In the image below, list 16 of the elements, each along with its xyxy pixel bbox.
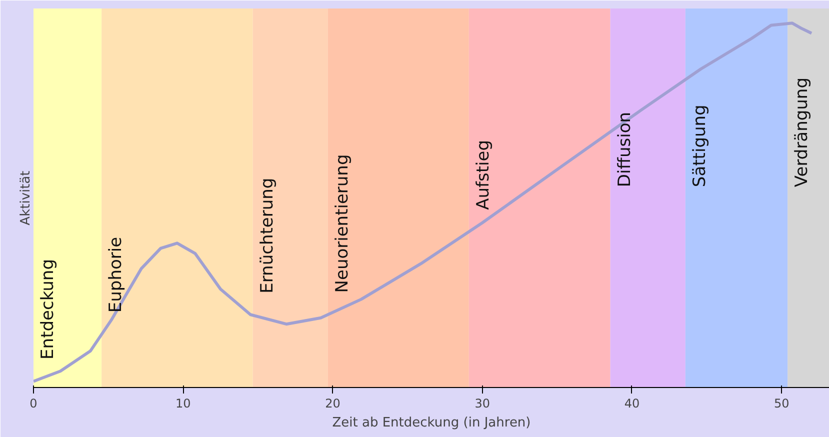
x-tick-label: 50 [774, 396, 790, 410]
band-label: Aufstieg [473, 140, 494, 210]
band-label: Verdrängung [792, 78, 812, 188]
x-tick-label: 30 [474, 396, 490, 410]
x-tick-label: 0 [30, 396, 38, 410]
x-axis-title: Zeit ab Entdeckung (in Jahren) [332, 416, 531, 430]
band-label: Euphorie [106, 236, 126, 313]
band-label: Entdeckung [38, 258, 58, 360]
band-label: Ernüchterung [257, 178, 278, 294]
band-label: Sättigung [690, 104, 710, 188]
x-tick-label: 40 [624, 396, 640, 410]
x-tick-label: 10 [175, 396, 191, 410]
band-label: Diffusion [614, 112, 635, 188]
band-label: Neuorientierung [332, 154, 352, 293]
y-axis-title: Aktivität [18, 170, 34, 226]
x-tick-label: 20 [325, 396, 340, 410]
